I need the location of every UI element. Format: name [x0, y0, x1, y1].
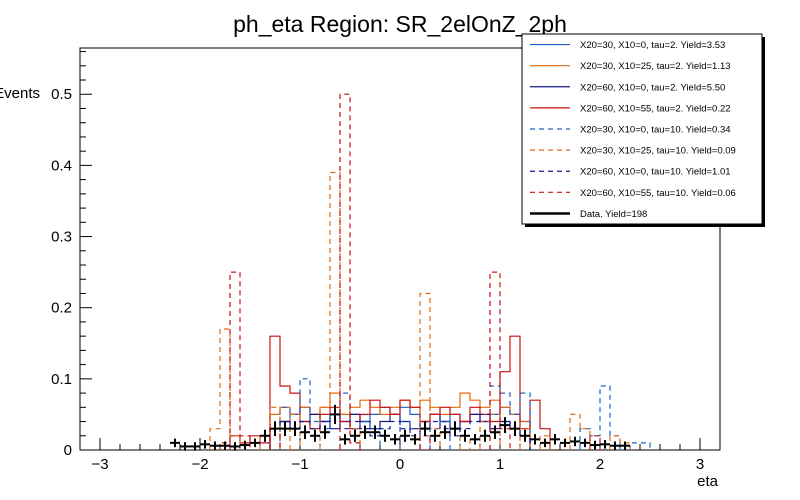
- data-point: [260, 429, 270, 442]
- data-points: [170, 404, 630, 451]
- data-point: [290, 421, 300, 437]
- legend-label: X20=30, X10=0, tau=2. Yield=3.53: [580, 40, 725, 51]
- data-point: [200, 440, 210, 449]
- legend-entry: X20=30, X10=25, tau=2. Yield=1.13: [530, 61, 731, 72]
- data-point: [440, 425, 450, 439]
- x-tick-label: −1: [291, 456, 308, 473]
- legend-label: X20=30, X10=0, tau=10. Yield=0.34: [580, 125, 731, 136]
- series-layer: [209, 93, 651, 450]
- data-point: [310, 429, 320, 442]
- legend-label: X20=60, X10=55, tau=10. Yield=0.06: [580, 188, 736, 199]
- legend-entry: X20=60, X10=55, tau=10. Yield=0.06: [530, 188, 736, 199]
- data-point: [230, 442, 240, 451]
- legend-label: X20=30, X10=25, tau=10. Yield=0.09: [580, 146, 736, 157]
- data-point: [220, 441, 230, 450]
- data-point: [210, 441, 220, 450]
- data-point: [180, 442, 190, 451]
- data-point: [620, 441, 630, 450]
- data-point: [470, 434, 480, 445]
- y-axis-label: Events: [0, 85, 40, 102]
- data-point: [400, 429, 410, 442]
- data-point: [350, 429, 360, 442]
- legend-entry: X20=60, X10=0, tau=2. Yield=5.50: [530, 82, 725, 93]
- data-point: [540, 438, 550, 448]
- data-point: [600, 440, 610, 449]
- data-point: [380, 429, 390, 442]
- x-axis-label: eta: [697, 473, 719, 490]
- chart-title: ph_eta Region: SR_2elOnZ_2ph: [233, 11, 567, 37]
- y-tick-label: 0.3: [51, 229, 72, 246]
- data-point: [520, 429, 530, 442]
- legend-entry: X20=30, X10=25, tau=10. Yield=0.09: [530, 146, 736, 157]
- legend-label: X20=60, X10=0, tau=10. Yield=1.01: [580, 167, 731, 178]
- data-point: [300, 425, 310, 439]
- legend-label: X20=30, X10=25, tau=2. Yield=1.13: [580, 61, 731, 72]
- legend-entry: X20=60, X10=0, tau=10. Yield=1.01: [530, 167, 731, 178]
- data-point: [480, 429, 490, 442]
- data-point: [530, 434, 540, 445]
- y-axis: 0 0.1 0.2 0.3 0.4 0.5: [51, 51, 92, 459]
- data-point: [270, 421, 280, 437]
- data-point: [340, 434, 350, 445]
- data-point: [370, 425, 380, 439]
- legend-entry: X20=30, X10=0, tau=2. Yield=3.53: [530, 40, 725, 51]
- legend-entry: X20=60, X10=55, tau=2. Yield=0.22: [530, 103, 731, 114]
- data-point: [170, 438, 180, 448]
- data-point: [330, 404, 340, 424]
- legend-entry: X20=30, X10=0, tau=10. Yield=0.34: [530, 125, 731, 136]
- data-point: [570, 436, 580, 447]
- legend-label: X20=60, X10=55, tau=2. Yield=0.22: [580, 103, 731, 114]
- data-point: [590, 440, 600, 450]
- x-tick-label: −2: [191, 456, 208, 473]
- data-point: [500, 417, 510, 434]
- data-point: [560, 438, 570, 448]
- y-tick-label: 0.1: [51, 371, 72, 388]
- data-point: [550, 434, 560, 445]
- data-point: [510, 421, 520, 437]
- legend-label: X20=60, X10=0, tau=2. Yield=5.50: [580, 82, 725, 93]
- y-tick-label: 0.5: [51, 86, 72, 103]
- x-tick-label: 3: [696, 456, 704, 473]
- data-point: [280, 421, 290, 437]
- data-point: [420, 421, 430, 437]
- data-point: [430, 429, 440, 442]
- data-point: [250, 438, 260, 448]
- x-tick-label: 0: [396, 456, 404, 473]
- legend: X20=30, X10=0, tau=2. Yield=3.53 X20=30, …: [521, 33, 765, 227]
- legend-label: Data. Yield=198: [580, 209, 647, 220]
- data-point: [390, 434, 400, 445]
- data-point: [240, 440, 250, 450]
- x-tick-label: 2: [596, 456, 604, 473]
- data-point: [580, 438, 590, 448]
- data-point: [410, 434, 420, 445]
- y-tick-label: 0.2: [51, 300, 72, 317]
- legend-entry: Data. Yield=198: [530, 209, 647, 220]
- data-point: [320, 425, 330, 439]
- x-tick-label: 1: [496, 456, 504, 473]
- x-tick-label: −3: [91, 456, 108, 473]
- y-tick-label: 0.4: [51, 157, 72, 174]
- data-point: [460, 429, 470, 442]
- data-point: [360, 425, 370, 439]
- data-point: [490, 425, 500, 439]
- data-point: [190, 442, 200, 451]
- y-tick-label: 0: [64, 442, 72, 459]
- data-point: [450, 421, 460, 437]
- data-point: [610, 441, 620, 450]
